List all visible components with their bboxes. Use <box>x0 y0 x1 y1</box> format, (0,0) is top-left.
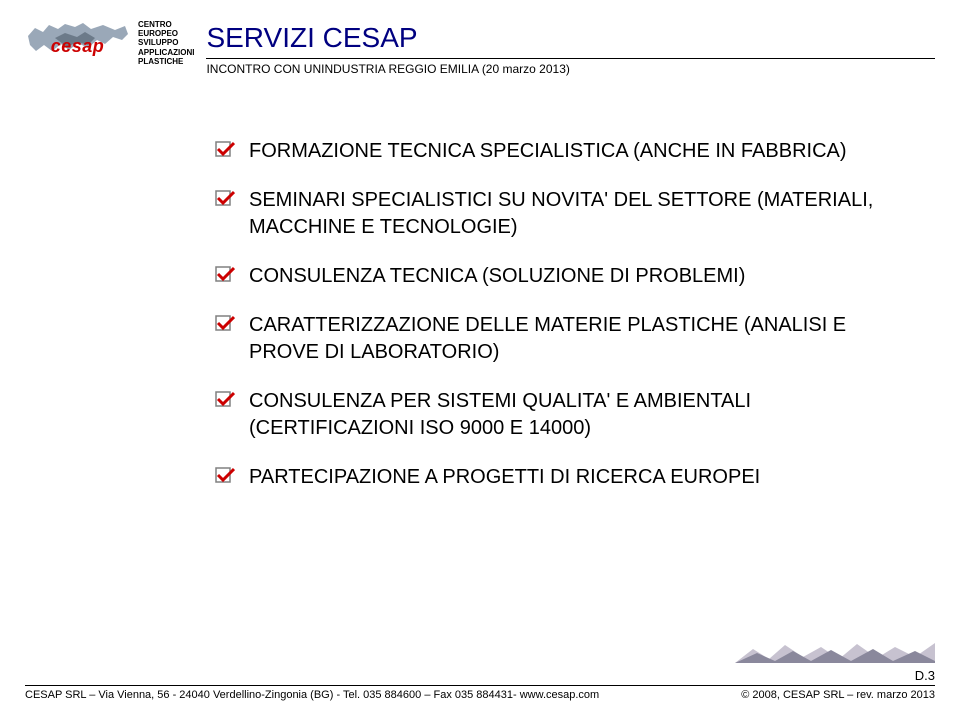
list-item-text: CARATTERIZZAZIONE DELLE MATERIE PLASTICH… <box>249 312 890 366</box>
checkbox-checked-icon <box>215 141 235 161</box>
checkbox-checked-icon <box>215 391 235 411</box>
title-rule <box>206 58 935 59</box>
checkbox-checked-icon <box>215 266 235 286</box>
page-title: SERVIZI CESAP <box>206 22 935 54</box>
list-item: CONSULENZA TECNICA (SOLUZIONE DI PROBLEM… <box>215 263 890 290</box>
title-block: SERVIZI CESAP INCONTRO CON UNINDUSTRIA R… <box>206 18 935 76</box>
list-item: CONSULENZA PER SISTEMI QUALITA' E AMBIEN… <box>215 388 890 442</box>
logo-text: cesap <box>25 36 130 57</box>
org-line: EUROPEO <box>138 29 194 38</box>
list-item-text: CONSULENZA TECNICA (SOLUZIONE DI PROBLEM… <box>249 263 745 290</box>
header: cesap CENTRO EUROPEO SVILUPPO APPLICAZIO… <box>25 18 935 76</box>
checkbox-checked-icon <box>215 315 235 335</box>
subtitle: INCONTRO CON UNINDUSTRIA REGGIO EMILIA (… <box>206 62 935 76</box>
list-item: CARATTERIZZAZIONE DELLE MATERIE PLASTICH… <box>215 312 890 366</box>
org-name: CENTRO EUROPEO SVILUPPO APPLICAZIONI PLA… <box>138 20 194 66</box>
list-item-text: SEMINARI SPECIALISTICI SU NOVITA' DEL SE… <box>249 187 890 241</box>
page-number: D.3 <box>915 668 935 683</box>
checkbox-checked-icon <box>215 190 235 210</box>
slide: cesap CENTRO EUROPEO SVILUPPO APPLICAZIO… <box>0 0 960 713</box>
logo-map: cesap <box>25 18 130 73</box>
footer-right: © 2008, CESAP SRL – rev. marzo 2013 <box>741 689 935 701</box>
footer-row: CESAP SRL – Via Vienna, 56 - 24040 Verde… <box>25 689 935 701</box>
checkbox-checked-icon <box>215 467 235 487</box>
list-item: PARTECIPAZIONE A PROGETTI DI RICERCA EUR… <box>215 464 890 491</box>
list-item-text: FORMAZIONE TECNICA SPECIALISTICA (ANCHE … <box>249 138 847 165</box>
footer-rule <box>25 685 935 686</box>
mountain-graphic-icon <box>735 641 935 663</box>
list-item-text: CONSULENZA PER SISTEMI QUALITA' E AMBIEN… <box>249 388 890 442</box>
org-line: SVILUPPO <box>138 38 194 47</box>
bullet-list: FORMAZIONE TECNICA SPECIALISTICA (ANCHE … <box>215 138 890 513</box>
footer: D.3 CESAP SRL – Via Vienna, 56 - 24040 V… <box>25 685 935 701</box>
list-item: SEMINARI SPECIALISTICI SU NOVITA' DEL SE… <box>215 187 890 241</box>
footer-left: CESAP SRL – Via Vienna, 56 - 24040 Verde… <box>25 689 599 701</box>
org-line: APPLICAZIONI <box>138 48 194 57</box>
logo: cesap <box>25 18 130 73</box>
org-line: CENTRO <box>138 20 194 29</box>
list-item-text: PARTECIPAZIONE A PROGETTI DI RICERCA EUR… <box>249 464 760 491</box>
org-line: PLASTICHE <box>138 57 194 66</box>
list-item: FORMAZIONE TECNICA SPECIALISTICA (ANCHE … <box>215 138 890 165</box>
